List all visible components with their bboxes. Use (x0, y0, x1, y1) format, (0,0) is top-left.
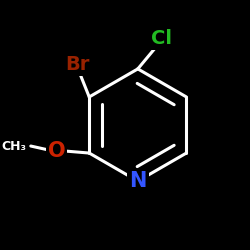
Text: CH₃: CH₃ (1, 140, 26, 152)
Text: O: O (48, 141, 65, 161)
Text: Cl: Cl (151, 29, 172, 48)
Text: Br: Br (65, 55, 90, 74)
Text: N: N (129, 171, 146, 191)
